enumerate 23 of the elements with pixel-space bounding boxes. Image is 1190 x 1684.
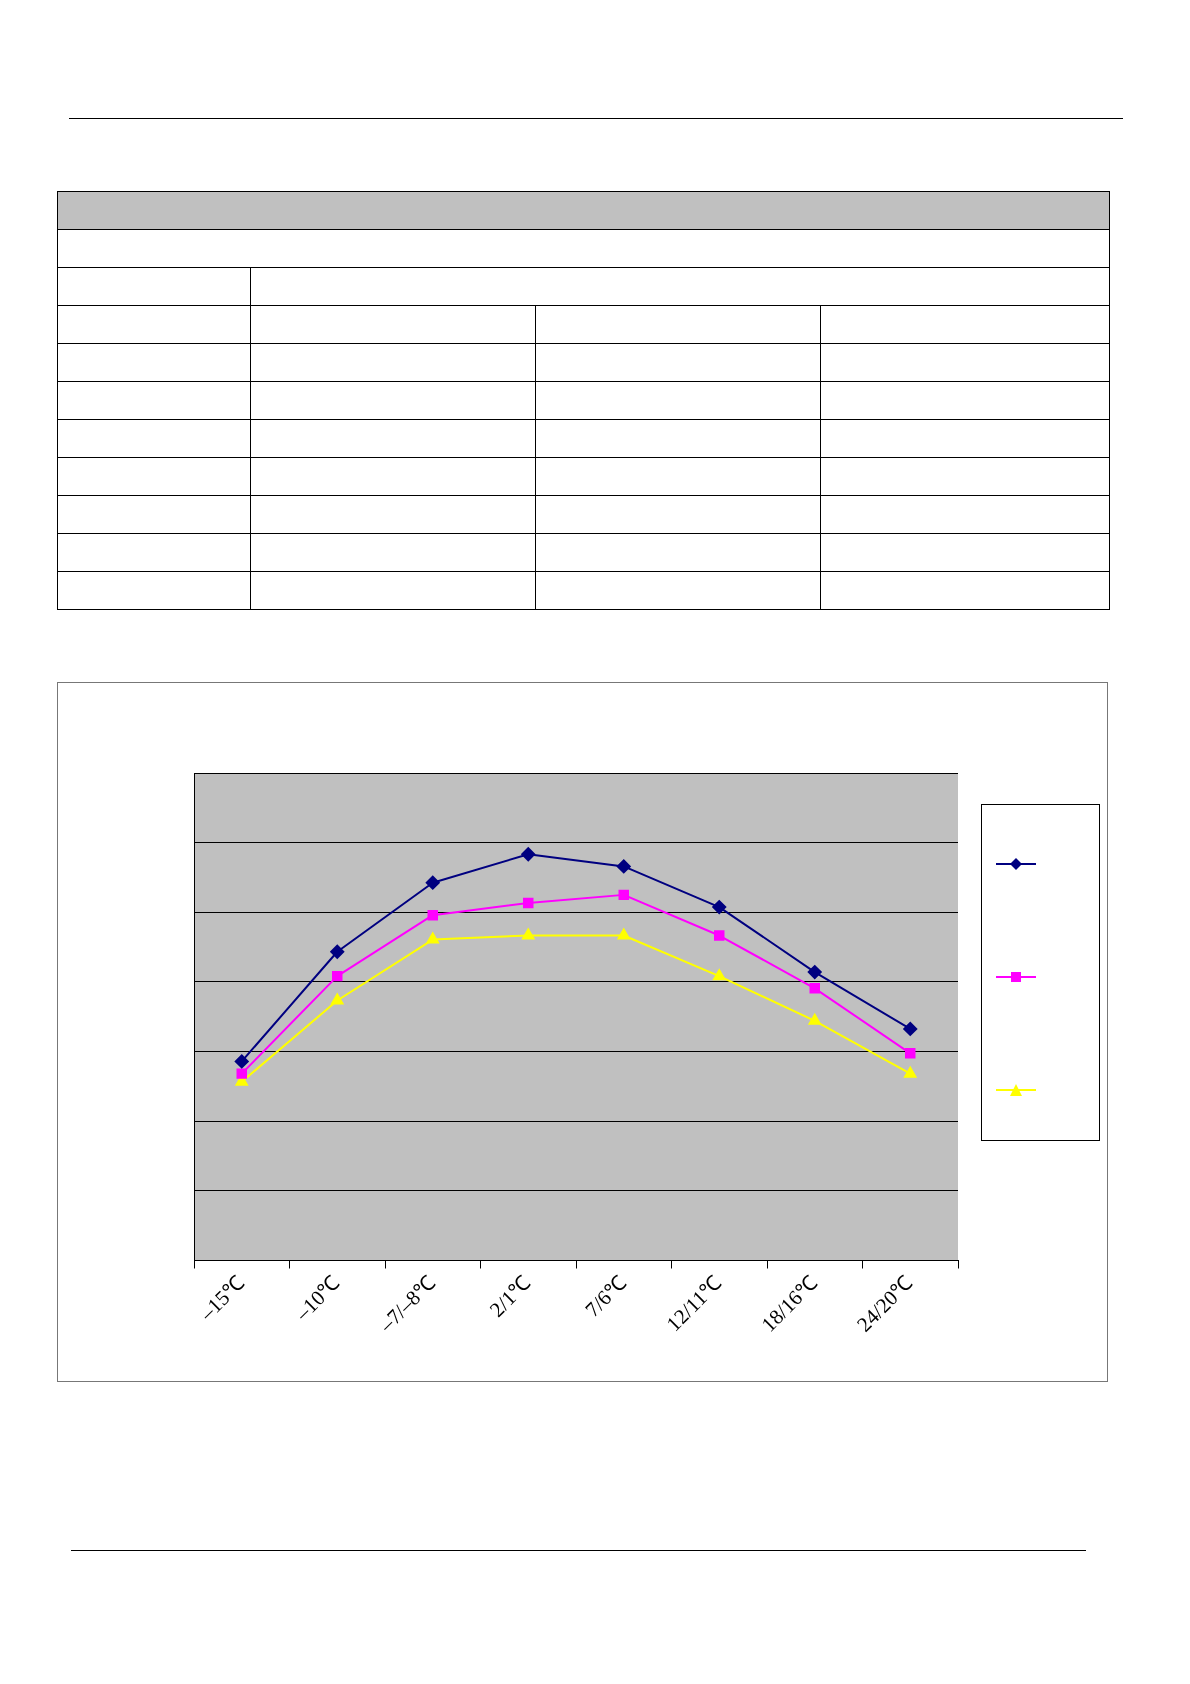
point [523,897,534,909]
point [332,970,343,982]
point [616,859,631,874]
point [905,1048,916,1059]
point [425,875,440,890]
point [712,900,727,915]
point [808,1013,821,1025]
point [904,1066,917,1078]
point [331,993,344,1005]
point [807,965,822,980]
point [713,969,726,981]
point [522,928,535,940]
point [426,932,439,944]
point [427,909,438,921]
point [330,944,345,959]
point [521,847,536,862]
point [903,1021,918,1036]
point [234,1054,249,1069]
point [618,889,629,901]
point [714,930,725,941]
point [617,928,630,940]
point [236,1068,247,1079]
point [809,983,820,994]
